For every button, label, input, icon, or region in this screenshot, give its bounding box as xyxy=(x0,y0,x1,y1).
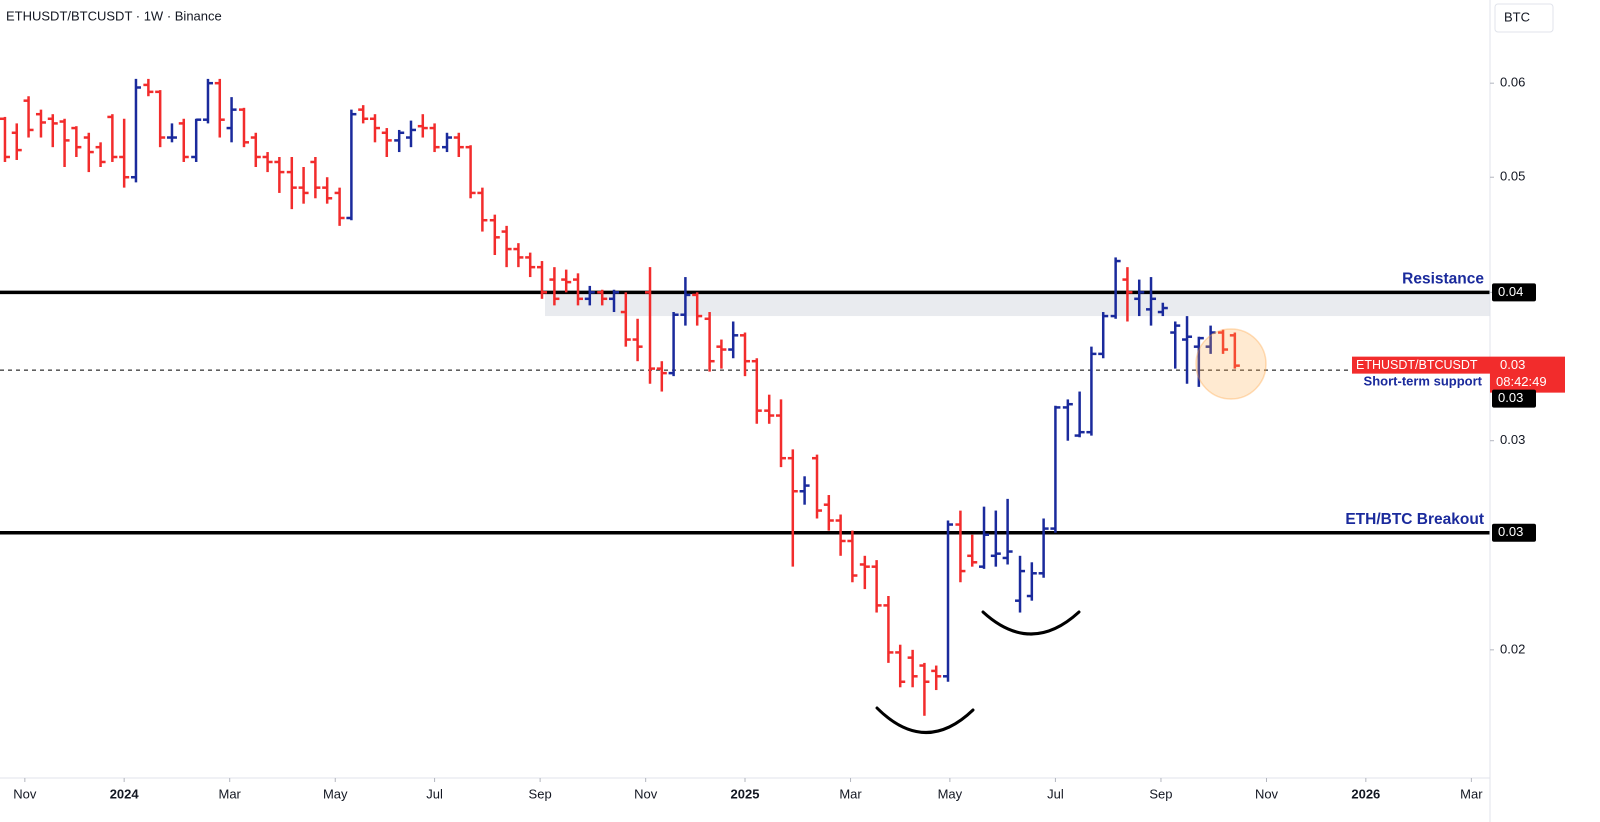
resistance-zone xyxy=(545,292,1490,317)
handle-arc xyxy=(981,610,1081,636)
currency-box[interactable] xyxy=(1494,3,1554,33)
level-value-box xyxy=(1492,389,1536,408)
level-name: Resistance xyxy=(1402,270,1484,287)
x-tick-label: Jul xyxy=(426,786,443,801)
zone-layer xyxy=(545,292,1490,317)
currency-label[interactable]: BTC xyxy=(1504,9,1530,24)
last-price-countdown: 08:42:49 xyxy=(1496,374,1547,389)
x-tick-label: Sep xyxy=(529,786,552,801)
y-tick-label: 0.02 xyxy=(1500,641,1525,656)
x-tick-label: Mar xyxy=(1460,786,1483,801)
x-tick-label: Nov xyxy=(1255,786,1279,801)
x-tick-label: Nov xyxy=(634,786,658,801)
labels-layer: ETHUSDT/BTCUSDT 0.0308:42:490.04Resistanc… xyxy=(1345,270,1565,542)
x-tick-label: May xyxy=(323,786,348,801)
level-value-box xyxy=(1492,523,1536,542)
level-value-label: 0.04 xyxy=(1498,284,1523,299)
x-tick-label: 2025 xyxy=(731,786,760,801)
cup-arc xyxy=(875,706,975,734)
x-tick-label: Nov xyxy=(13,786,37,801)
bars-layer xyxy=(0,78,1240,716)
y-tick-label: 0.06 xyxy=(1500,75,1525,90)
last-price-symbol-box xyxy=(1352,356,1490,374)
level-name: Short-term support xyxy=(1364,374,1483,389)
x-tick-label: Mar xyxy=(219,786,242,801)
y-tick-label: 0.03 xyxy=(1500,432,1525,447)
x-tick-label: 2026 xyxy=(1351,786,1380,801)
level-name: ETH/BTC Breakout xyxy=(1345,511,1484,528)
x-tick-label: 2024 xyxy=(110,786,140,801)
last-price-symbol: ETHUSDT/BTCUSDT xyxy=(1356,358,1478,372)
last-price-label: 0.03 xyxy=(1500,357,1525,372)
y-tick-label: 0.05 xyxy=(1500,169,1525,184)
x-tick-label: May xyxy=(938,786,963,801)
level-value-box xyxy=(1492,283,1536,302)
x-tick-label: Sep xyxy=(1149,786,1172,801)
level-value-label: 0.03 xyxy=(1498,524,1523,539)
axes-layer: 0.02 0.03 0.04 0.05 0.06 Nov 2024 Mar May Jul Sep N… xyxy=(13,75,1525,802)
x-tick-label: Mar xyxy=(839,786,862,801)
chart-title: ETHUSDT/BTCUSDT · 1W · Binance xyxy=(6,8,222,23)
last-price-box xyxy=(1490,356,1565,393)
x-tick-label: Jul xyxy=(1047,786,1064,801)
highlight-circle xyxy=(1195,328,1267,400)
level-value-label: 0.03 xyxy=(1498,390,1523,405)
